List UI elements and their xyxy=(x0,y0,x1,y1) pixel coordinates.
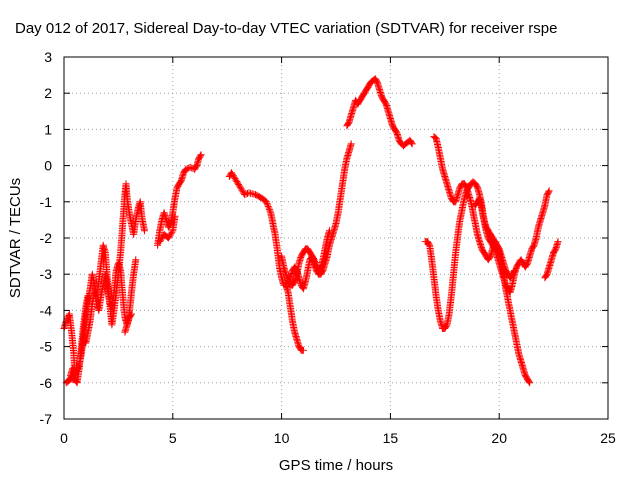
y-tick-label: -5 xyxy=(40,339,53,355)
y-tick-label: 3 xyxy=(44,49,52,65)
y-tick-label: 2 xyxy=(44,85,52,101)
data-trace xyxy=(471,194,518,282)
data-trace xyxy=(121,310,135,336)
plot-frame xyxy=(63,56,609,420)
y-axis-title: SDTVAR / TECUs xyxy=(7,178,24,298)
axis-ticks: 0 5 10 15 20 25 -7 -6 -5 -4 -3 -2 -1 0 1 2 3 xyxy=(40,49,616,446)
data-markers xyxy=(60,75,562,387)
x-tick-label: 10 xyxy=(274,430,290,446)
data-marker-path xyxy=(156,212,179,246)
y-tick-label: -3 xyxy=(40,266,53,282)
x-tick-label: 25 xyxy=(600,430,616,446)
x-tick-label: 0 xyxy=(60,430,68,446)
x-tick-label: 5 xyxy=(169,430,177,446)
data-trace xyxy=(343,75,416,150)
y-tick-label: -4 xyxy=(40,302,53,318)
data-trace xyxy=(156,212,179,246)
data-marker-path xyxy=(541,238,562,282)
data-marker-path xyxy=(471,194,518,282)
y-tick-label: 0 xyxy=(44,158,52,174)
chart-title: Day 012 of 2017, Sidereal Day-to-day VTE… xyxy=(15,20,557,37)
data-trace xyxy=(67,292,92,387)
y-tick-label: -2 xyxy=(40,230,53,246)
x-axis-title: GPS time / hours xyxy=(279,457,393,474)
x-tick-label: 15 xyxy=(383,430,399,446)
y-tick-label: -1 xyxy=(40,194,53,210)
data-marker-path xyxy=(284,227,333,293)
y-tick-label: -6 xyxy=(40,375,53,391)
y-tick-label: -7 xyxy=(40,411,53,427)
data-trace xyxy=(225,169,307,354)
data-marker-path xyxy=(225,169,307,354)
data-marker-path xyxy=(343,75,416,150)
data-marker-path xyxy=(121,310,135,336)
y-tick-label: 1 xyxy=(44,121,52,137)
data-trace xyxy=(284,227,333,293)
data-marker-path xyxy=(67,292,92,387)
data-trace xyxy=(541,238,562,282)
grid xyxy=(64,57,608,419)
x-tick-label: 20 xyxy=(491,430,507,446)
